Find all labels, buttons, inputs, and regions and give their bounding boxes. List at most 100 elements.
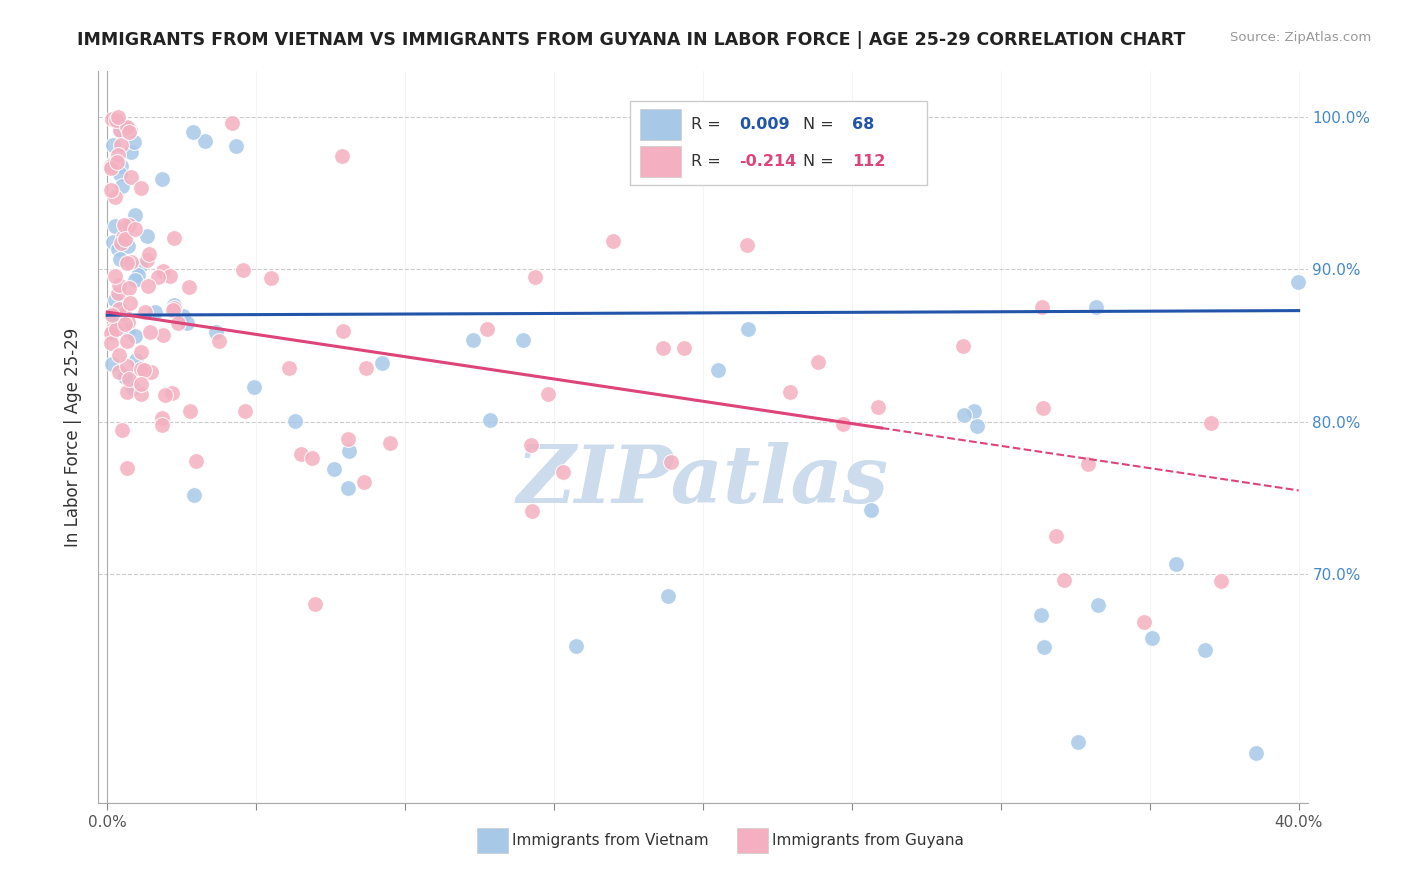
Point: [150, 410, 173, 425]
Point: [114, 317, 136, 331]
Point: [163, 231, 186, 245]
Point: [735, 238, 758, 252]
Text: R =: R =: [690, 117, 725, 132]
Point: [115, 120, 138, 134]
Point: [284, 414, 307, 428]
Text: 0.009: 0.009: [740, 117, 790, 132]
Point: [475, 321, 498, 335]
Point: [105, 155, 128, 169]
Point: [118, 372, 141, 386]
FancyBboxPatch shape: [640, 110, 682, 140]
Point: [131, 344, 153, 359]
Point: [101, 322, 124, 336]
Text: -0.214: -0.214: [740, 153, 797, 169]
Point: [115, 220, 138, 235]
Point: [129, 260, 152, 274]
Point: [1031, 300, 1053, 314]
Point: [537, 387, 560, 401]
Point: [111, 423, 134, 437]
FancyBboxPatch shape: [640, 146, 682, 177]
Point: [651, 342, 673, 356]
Point: [124, 208, 146, 222]
Point: [134, 362, 156, 376]
Point: [104, 190, 127, 204]
Point: [1032, 640, 1054, 655]
Point: [114, 232, 136, 246]
Point: [194, 134, 217, 148]
Point: [1244, 746, 1267, 760]
Point: [129, 376, 152, 391]
Point: [160, 386, 183, 401]
Point: [103, 235, 125, 249]
Point: [101, 156, 124, 170]
Point: [779, 385, 801, 400]
Point: [323, 461, 346, 475]
Point: [1084, 301, 1107, 315]
Point: [221, 116, 243, 130]
Point: [184, 453, 207, 467]
Text: 68: 68: [852, 117, 875, 132]
Point: [233, 404, 256, 418]
Point: [115, 256, 138, 270]
Point: [107, 148, 129, 162]
Point: [131, 362, 153, 376]
Point: [356, 361, 378, 376]
Point: [150, 418, 173, 433]
Point: [1031, 401, 1053, 415]
Y-axis label: In Labor Force | Age 25-29: In Labor Force | Age 25-29: [65, 327, 83, 547]
Point: [659, 454, 682, 468]
Text: Immigrants from Vietnam: Immigrants from Vietnam: [512, 833, 709, 848]
Point: [1140, 632, 1163, 646]
Point: [181, 126, 204, 140]
Point: [353, 475, 375, 489]
Point: [136, 252, 159, 267]
Point: [107, 365, 129, 379]
Point: [176, 316, 198, 330]
Point: [707, 363, 730, 377]
Point: [120, 145, 142, 159]
Point: [952, 409, 974, 423]
Point: [277, 361, 299, 376]
Point: [107, 285, 129, 300]
FancyBboxPatch shape: [477, 829, 509, 854]
Point: [963, 404, 986, 418]
Point: [100, 159, 122, 173]
Point: [110, 123, 132, 137]
Point: [101, 308, 124, 322]
Point: [118, 122, 141, 136]
Text: Source: ZipAtlas.com: Source: ZipAtlas.com: [1230, 31, 1371, 45]
Point: [166, 316, 188, 330]
Point: [138, 246, 160, 260]
Point: [523, 270, 546, 285]
Point: [124, 328, 146, 343]
Point: [108, 277, 131, 292]
Text: Immigrants from Guyana: Immigrants from Guyana: [772, 833, 963, 848]
Point: [100, 161, 122, 175]
Text: 112: 112: [852, 153, 886, 169]
Point: [112, 308, 135, 322]
Point: [371, 356, 394, 370]
Point: [117, 315, 139, 329]
FancyBboxPatch shape: [737, 829, 768, 854]
Point: [118, 281, 141, 295]
Point: [1077, 457, 1099, 471]
Point: [136, 279, 159, 293]
Point: [152, 327, 174, 342]
Point: [225, 138, 247, 153]
Point: [112, 368, 135, 382]
Point: [163, 298, 186, 312]
Point: [124, 222, 146, 236]
Point: [104, 219, 127, 233]
Point: [112, 307, 135, 321]
Point: [120, 169, 142, 184]
Point: [602, 235, 624, 249]
Point: [108, 349, 131, 363]
Point: [122, 135, 145, 149]
Point: [478, 413, 501, 427]
Point: [104, 293, 127, 307]
Point: [120, 254, 142, 268]
Point: [101, 307, 124, 321]
Text: N =: N =: [803, 153, 839, 169]
Point: [136, 229, 159, 244]
Point: [807, 355, 830, 369]
